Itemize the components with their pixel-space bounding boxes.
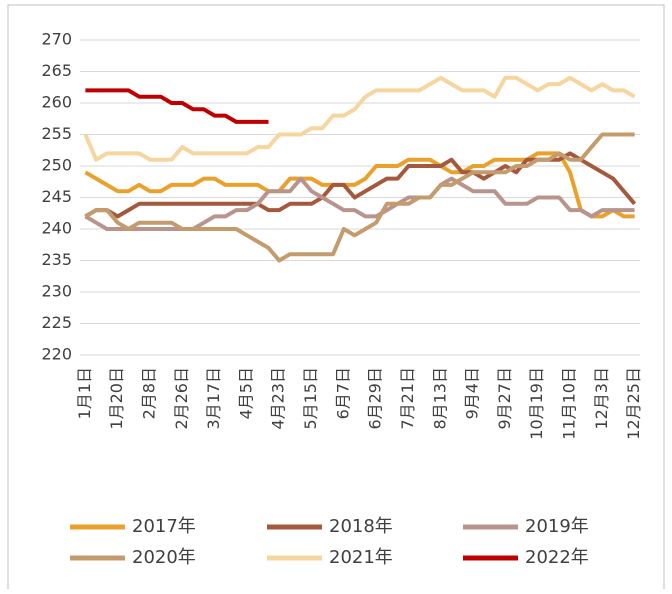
legend-label: 2019年 bbox=[525, 516, 589, 537]
y-tick-label: 265 bbox=[41, 61, 72, 80]
y-tick-label: 270 bbox=[41, 30, 72, 49]
y-tick-label: 260 bbox=[41, 93, 72, 112]
y-tick-label: 225 bbox=[41, 313, 72, 332]
x-tick-label: 5月15日 bbox=[301, 367, 320, 430]
x-tick-label: 6月7日 bbox=[333, 367, 352, 419]
x-tick-label: 2月8日 bbox=[140, 367, 159, 419]
legend-label: 2021年 bbox=[329, 547, 393, 568]
y-tick-label: 235 bbox=[41, 250, 72, 269]
series-line bbox=[84, 132, 635, 263]
legend-label: 2018年 bbox=[329, 516, 393, 537]
x-tick-label: 7月21日 bbox=[398, 367, 417, 430]
x-tick-label: 10月19日 bbox=[527, 367, 546, 440]
x-tick-label: 4月5日 bbox=[236, 367, 255, 419]
y-tick-label: 240 bbox=[41, 219, 72, 238]
x-tick-label: 11月10日 bbox=[560, 367, 579, 440]
x-tick-label: 9月4日 bbox=[463, 367, 482, 419]
legend-label: 2017年 bbox=[132, 516, 196, 537]
x-tick-label: 2月26日 bbox=[172, 367, 191, 430]
x-tick-label: 8月13日 bbox=[430, 367, 449, 430]
series-line bbox=[84, 151, 635, 219]
y-tick-label: 220 bbox=[41, 345, 72, 364]
y-tick-label: 245 bbox=[41, 187, 72, 206]
series-line bbox=[84, 176, 635, 231]
y-tick-label: 255 bbox=[41, 124, 72, 143]
chart-border bbox=[7, 4, 665, 594]
series-line bbox=[83, 75, 636, 162]
x-tick-label: 9月27日 bbox=[495, 367, 514, 430]
x-tick-label: 12月25日 bbox=[624, 367, 643, 440]
x-tick-label: 1月1日 bbox=[75, 367, 94, 419]
x-tick-label: 6月29日 bbox=[366, 367, 385, 430]
x-tick-label: 1月20日 bbox=[107, 367, 126, 430]
x-tick-label: 4月23日 bbox=[269, 367, 288, 430]
legend-label: 2020年 bbox=[132, 547, 196, 568]
y-tick-label: 250 bbox=[41, 156, 72, 175]
y-tick-label: 230 bbox=[41, 282, 72, 301]
series-line bbox=[85, 88, 269, 124]
x-tick-label: 12月3日 bbox=[592, 367, 611, 430]
x-tick-label: 3月17日 bbox=[204, 367, 223, 430]
legend-label: 2022年 bbox=[525, 547, 589, 568]
